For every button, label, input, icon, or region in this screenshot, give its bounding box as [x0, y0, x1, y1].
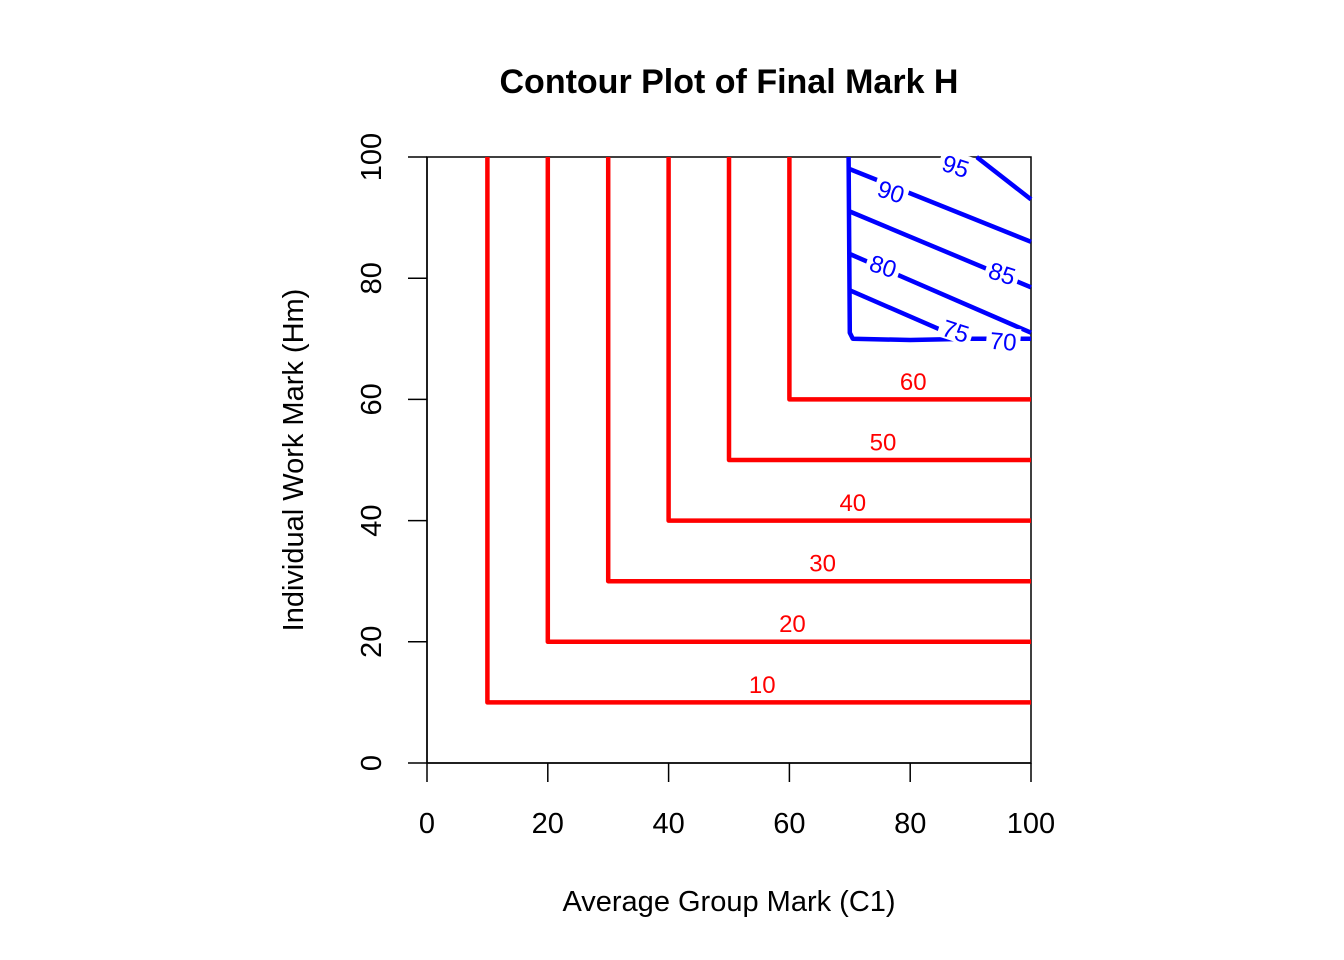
contour-label-40: 40 — [839, 490, 866, 517]
y-tick-label: 80 — [356, 262, 388, 294]
contour-label-gap — [775, 610, 810, 635]
contour-label-10: 10 — [749, 672, 776, 699]
contour-label-gap — [936, 148, 976, 182]
contour-label-gap — [866, 428, 901, 453]
contour-label-gap — [985, 326, 1022, 354]
contour-label-20: 20 — [779, 611, 806, 638]
y-axis-label: Individual Work Mark (Hm) — [278, 289, 310, 632]
y-tick-label: 40 — [356, 504, 388, 536]
contour-label-gap — [835, 489, 870, 514]
contour-label-gap — [805, 549, 840, 574]
x-tick-label: 80 — [894, 808, 926, 840]
contour-label-60: 60 — [900, 369, 927, 396]
x-axis: 0 20 40 60 80 100 — [419, 762, 1055, 840]
contour-lines — [485, 155, 1033, 705]
y-tick-label: 20 — [356, 626, 388, 658]
contour-label-70: 70 — [989, 328, 1018, 357]
contour-line-60 — [787, 157, 1031, 402]
chart-title: Contour Plot of Final Mark H — [500, 63, 959, 101]
contour-label-gap — [863, 248, 904, 282]
contour-line-30 — [605, 157, 1031, 584]
contour-label-50: 50 — [870, 429, 897, 456]
contour-label-gap — [896, 367, 931, 392]
x-tick-label: 20 — [532, 808, 564, 840]
x-tick-label: 40 — [652, 808, 684, 840]
x-axis-label: Average Group Mark (C1) — [562, 886, 895, 918]
contour-label-gap — [871, 173, 912, 207]
contour-line-40 — [666, 157, 1031, 523]
contour-line-75 — [848, 288, 942, 332]
y-tick-label: 0 — [356, 755, 388, 771]
x-tick-label: 0 — [419, 808, 435, 840]
contour-label-gap — [745, 670, 780, 695]
y-axis: 0 20 40 60 80 100 — [356, 133, 428, 771]
x-tick-label: 60 — [773, 808, 805, 840]
contour-label-gap — [982, 255, 1023, 289]
contour-label-gap — [936, 312, 976, 347]
contour-line-20 — [545, 157, 1031, 645]
contour-label-30: 30 — [809, 551, 836, 578]
x-tick-label: 100 — [1007, 808, 1055, 840]
contour-line-70 — [846, 156, 1031, 343]
contour-line-10 — [485, 157, 1031, 705]
contour-line-95 — [975, 155, 1033, 202]
y-tick-label: 60 — [356, 383, 388, 415]
contour-line-50 — [726, 157, 1031, 463]
y-tick-label: 100 — [356, 133, 388, 181]
